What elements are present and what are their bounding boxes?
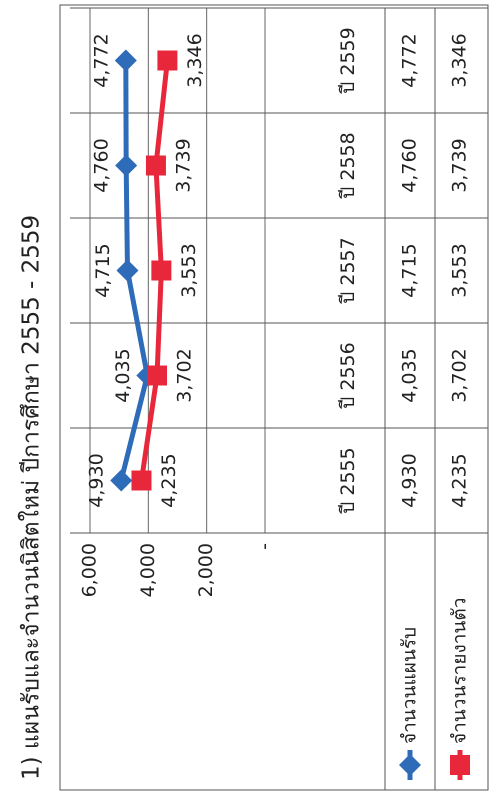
table-cell: 4,772 [399, 33, 421, 87]
x-tick-label: ปี 2555 [337, 447, 359, 514]
data-label: 4,760 [91, 138, 113, 192]
point [114, 49, 137, 72]
point [157, 50, 178, 71]
table-cell: 4,760 [399, 138, 421, 192]
table-cell: 4,235 [449, 453, 471, 507]
x-tick-label: ปี 2559 [337, 27, 359, 94]
rotated-page: 1) แผนรับและจำนวนนิสิตใหม่ ปีการศึกษา 25… [18, 4, 489, 791]
y-tick-label: - [254, 543, 276, 550]
y-tick-label: 6,000 [79, 543, 101, 597]
data-label: 3,553 [178, 243, 200, 297]
x-tick-label: ปี 2556 [337, 342, 359, 409]
x-tick-label: ปี 2557 [337, 237, 359, 304]
point [151, 260, 172, 281]
data-label: 4,235 [158, 453, 180, 507]
data-label: 4,715 [92, 243, 114, 297]
table-cell: 4,715 [399, 243, 421, 297]
chart-title: 1) แผนรับและจำนวนนิสิตใหม่ ปีการศึกษา 25… [18, 215, 45, 780]
y-tick-label: 2,000 [195, 543, 217, 597]
x-tick-label: ปี 2558 [337, 132, 359, 199]
table-cell: 4,035 [399, 348, 421, 402]
y-tick-label: 4,000 [137, 543, 159, 597]
chart-frame [59, 4, 489, 791]
point [116, 259, 139, 282]
data-label: 4,930 [86, 453, 108, 507]
point [147, 365, 168, 386]
data-label: 3,346 [184, 33, 206, 87]
data-label: 4,772 [90, 33, 112, 87]
table-cell: 3,739 [449, 138, 471, 192]
legend-marker [450, 755, 470, 775]
data-label: 3,739 [172, 138, 194, 192]
point [110, 469, 133, 492]
point [145, 155, 166, 176]
legend-label: จำนวนรายงานตัว [449, 598, 471, 744]
table-cell: 3,346 [449, 33, 471, 87]
point [131, 470, 152, 491]
legend-marker [399, 754, 421, 776]
data-label: 4,035 [112, 348, 134, 402]
legend-label: จำนวนแผนรับ [399, 627, 421, 744]
table-cell: 4,930 [399, 453, 421, 507]
table-cell: 3,702 [449, 348, 471, 402]
data-label: 3,702 [174, 348, 196, 402]
table-cell: 3,553 [449, 243, 471, 297]
point [115, 154, 138, 177]
